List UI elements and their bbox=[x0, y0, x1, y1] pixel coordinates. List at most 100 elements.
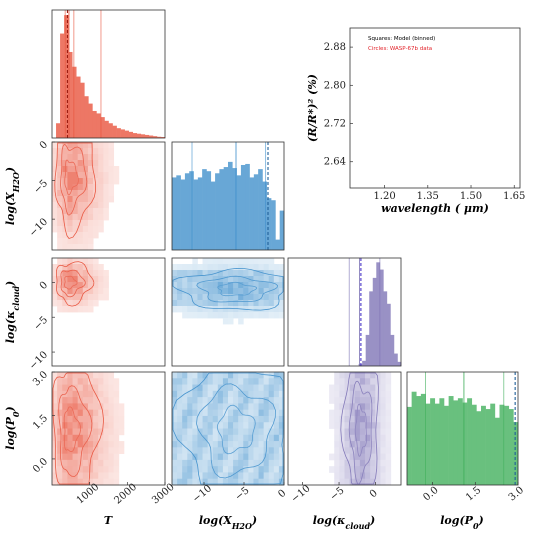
density-cell bbox=[67, 288, 73, 295]
density-cell bbox=[192, 403, 198, 411]
density-cell bbox=[77, 276, 84, 283]
density-cell bbox=[52, 294, 58, 301]
density-cell bbox=[93, 172, 99, 179]
density-cell bbox=[77, 238, 84, 245]
density-cell bbox=[278, 397, 285, 404]
density-cell bbox=[82, 166, 89, 173]
density-cell bbox=[93, 154, 99, 161]
density-cell bbox=[207, 390, 214, 398]
density-cell bbox=[268, 409, 275, 417]
density-cell bbox=[217, 441, 224, 448]
density-cell bbox=[177, 478, 183, 486]
density-cell bbox=[228, 397, 234, 404]
x-tick-label-T: 3000 bbox=[150, 482, 177, 507]
density-cell bbox=[52, 415, 58, 423]
density-cell bbox=[217, 415, 224, 423]
density-cell bbox=[217, 312, 224, 319]
density-cell bbox=[238, 258, 244, 265]
density-cell bbox=[197, 409, 203, 417]
density-cell bbox=[385, 384, 392, 392]
density-cell bbox=[67, 154, 73, 161]
spectrum-x-label: wavelength ( μm) bbox=[381, 202, 489, 215]
density-cell bbox=[87, 160, 94, 167]
hist-bar-P0 bbox=[439, 398, 445, 485]
density-cell bbox=[212, 409, 219, 417]
hist-bar-T bbox=[152, 136, 158, 138]
density-cell bbox=[268, 447, 275, 455]
density-cell bbox=[82, 409, 89, 417]
density-cell bbox=[243, 472, 249, 480]
density-cell bbox=[82, 422, 89, 429]
density-cell bbox=[197, 441, 203, 448]
hist-bar-XH2O bbox=[228, 161, 233, 250]
density-cell bbox=[212, 300, 219, 307]
density-cell bbox=[263, 264, 270, 271]
density-cell bbox=[57, 390, 63, 398]
density-cell bbox=[57, 220, 63, 227]
hist-bar-XH2O bbox=[279, 210, 285, 250]
density-cell bbox=[187, 270, 193, 277]
density-cell bbox=[278, 276, 285, 283]
density-cell bbox=[258, 306, 265, 313]
density-cell bbox=[67, 270, 73, 277]
density-cell bbox=[263, 372, 270, 379]
density-cell bbox=[113, 378, 120, 385]
contour-line bbox=[58, 385, 93, 477]
density-cell bbox=[182, 447, 188, 455]
density-cell bbox=[375, 459, 381, 467]
density-cell bbox=[207, 276, 214, 283]
density-cell bbox=[354, 466, 361, 473]
density-cell bbox=[67, 422, 73, 429]
density-cell bbox=[82, 190, 89, 197]
density-cell bbox=[172, 378, 178, 385]
hist-bar-P0 bbox=[411, 391, 417, 485]
density-cell bbox=[273, 300, 280, 307]
density-cell bbox=[82, 220, 89, 227]
density-cell bbox=[222, 422, 229, 429]
density-cell bbox=[77, 409, 84, 417]
hist-bar-T bbox=[144, 134, 150, 138]
density-cell bbox=[67, 459, 73, 467]
density-cell bbox=[93, 282, 99, 289]
x-axis-label-XH2O: log(XH2O) bbox=[199, 514, 257, 531]
density-cell bbox=[87, 264, 94, 271]
density-cell bbox=[273, 478, 280, 486]
spectrum-y-tick-label: 2.88 bbox=[324, 42, 346, 53]
density-cell bbox=[87, 258, 94, 265]
density-cell bbox=[329, 453, 335, 461]
density-cell bbox=[57, 447, 63, 455]
density-cell bbox=[268, 459, 275, 467]
hist-bar-P0 bbox=[485, 409, 491, 485]
density-cell bbox=[172, 288, 178, 295]
density-cell bbox=[233, 441, 239, 448]
density-cell bbox=[238, 459, 244, 467]
density-cell bbox=[278, 300, 285, 307]
density-cell bbox=[192, 428, 198, 436]
density-cell bbox=[375, 472, 381, 480]
density-cell bbox=[222, 270, 229, 277]
density-cell bbox=[228, 264, 234, 271]
density-cell bbox=[197, 306, 203, 313]
density-cell bbox=[57, 300, 63, 307]
density-cell bbox=[253, 434, 259, 442]
density-cell bbox=[82, 300, 89, 307]
hist-bar-P0 bbox=[504, 405, 510, 485]
hist-bar-T bbox=[136, 133, 142, 138]
density-cell bbox=[52, 288, 58, 295]
density-cell bbox=[52, 270, 58, 277]
density-cell bbox=[77, 466, 84, 473]
density-cell bbox=[217, 258, 224, 265]
density-cell bbox=[233, 306, 239, 313]
density-cell bbox=[93, 441, 99, 448]
density-cell bbox=[339, 459, 345, 467]
density-cell bbox=[57, 190, 63, 197]
hist-bar-P0 bbox=[467, 398, 473, 485]
density-cell bbox=[253, 294, 259, 301]
density-cell bbox=[243, 378, 249, 385]
density-cell bbox=[192, 441, 198, 448]
density-cell bbox=[222, 258, 229, 265]
density-cell bbox=[62, 214, 68, 221]
density-cell bbox=[238, 312, 244, 319]
hist-bar-XH2O bbox=[232, 168, 237, 250]
density-cell bbox=[77, 441, 84, 448]
